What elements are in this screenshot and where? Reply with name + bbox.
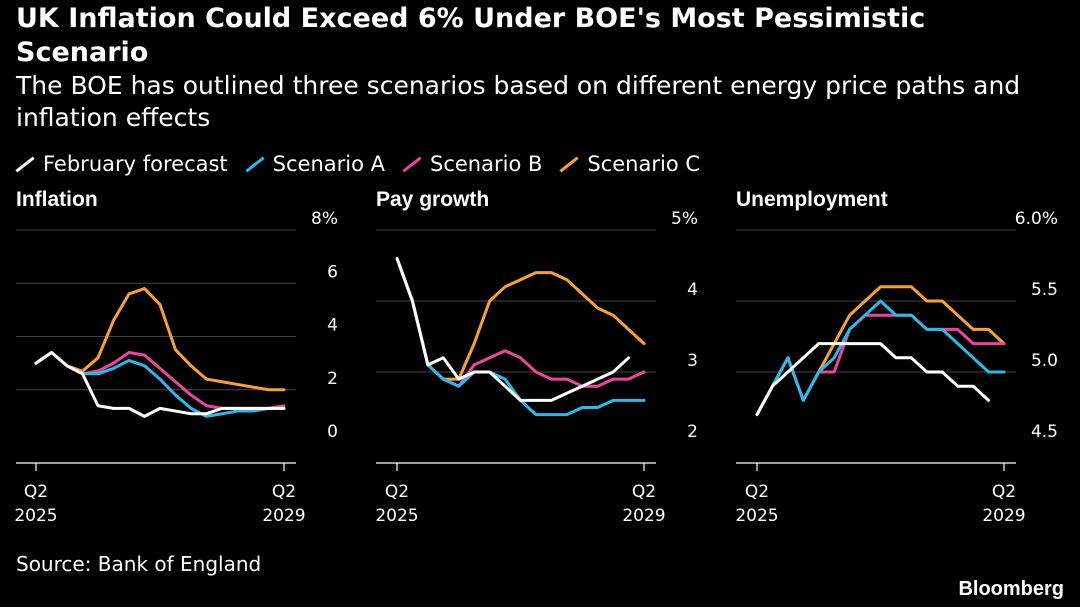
legend: February forecast Scenario A Scenario B … (16, 152, 718, 176)
x-tick-label: 2025 (14, 506, 57, 526)
legend-item-scenario-b: Scenario B (403, 152, 542, 176)
chart-title-pay-growth: Pay growth (376, 188, 490, 211)
legend-label: February forecast (43, 152, 228, 176)
series-line-february-forecast (755, 342, 991, 417)
legend-item-scenario-c: Scenario C (560, 152, 700, 176)
legend-label: Scenario B (430, 152, 543, 176)
legend-item-february-forecast: February forecast (16, 152, 228, 176)
x-tick-label: 2025 (735, 506, 778, 526)
page-subtitle: The BOE has outlined three scenarios bas… (16, 71, 1021, 132)
y-tick-label: 6 (327, 262, 338, 282)
x-tick-label: Q2 (385, 482, 409, 502)
series-line-scenario-c (34, 287, 286, 392)
y-tick-label: 5.0 (1031, 351, 1058, 371)
y-tick-label: 4 (327, 316, 338, 336)
x-tick-label: Q2 (24, 482, 48, 502)
x-tick-label: Q2 (632, 482, 656, 502)
series-line-february-forecast (395, 256, 631, 402)
x-tick-label: 2029 (262, 506, 305, 526)
y-tick-label: 8% (311, 209, 338, 229)
legend-label: Scenario C (587, 152, 701, 176)
chart-title-unemployment: Unemployment (736, 188, 888, 211)
series-line-scenario-a (34, 350, 286, 418)
bloomberg-logo: Bloomberg (958, 578, 1064, 600)
x-tick-label: 2029 (982, 506, 1025, 526)
y-tick-label: 6.0% (1015, 209, 1058, 229)
y-tick-label: 2 (687, 422, 698, 442)
x-tick-label: 2029 (622, 506, 665, 526)
y-tick-label: 4 (687, 280, 698, 300)
chart-title-inflation: Inflation (16, 188, 98, 211)
series-line-february-forecast (34, 350, 286, 418)
x-tick-label: Q2 (992, 482, 1016, 502)
x-tick-label: 2025 (375, 506, 418, 526)
x-tick-label: Q2 (272, 482, 296, 502)
x-tick-label: Q2 (745, 482, 769, 502)
y-tick-label: 4.5 (1031, 422, 1058, 442)
y-tick-label: 2 (327, 369, 338, 389)
y-tick-label: 3 (687, 351, 698, 371)
series-line-scenario-a (395, 256, 646, 417)
legend-item-scenario-a: Scenario A (246, 152, 385, 176)
y-tick-label: 5% (671, 209, 698, 229)
source-note: Source: Bank of England (16, 552, 262, 576)
y-tick-label: 5.5 (1031, 280, 1058, 300)
series-line-scenario-a (755, 299, 1006, 417)
legend-label: Scenario A (272, 152, 385, 176)
y-tick-label: 0 (327, 422, 338, 442)
series-line-scenario-b (395, 256, 646, 388)
page-title: UK Inflation Could Exceed 6% Under BOE's… (16, 3, 926, 68)
